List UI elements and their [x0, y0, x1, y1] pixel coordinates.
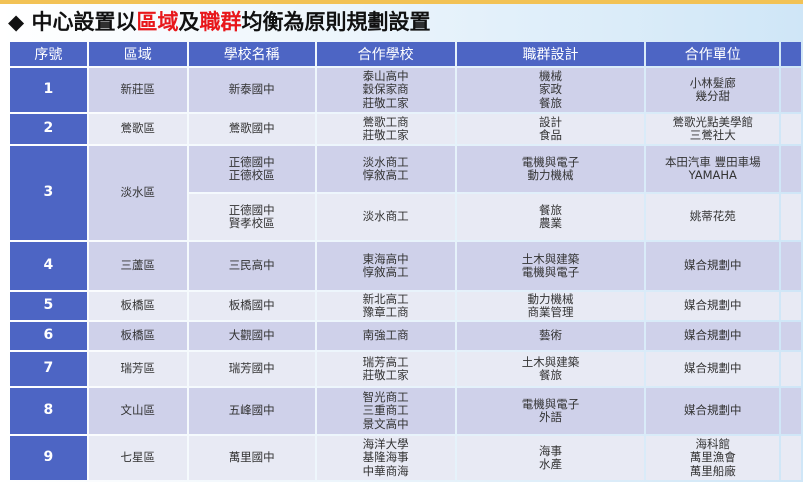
row-number: 2: [10, 114, 87, 144]
career-groups-cell: 設計 食品: [456, 114, 645, 144]
center-table: 序號 區域 學校名稱 合作學校 職群設計 合作單位 1 新莊區 新泰國中 泰山高中 穀…: [8, 40, 803, 482]
top-accent-line: [0, 0, 803, 4]
partner-units-cell: 媒合規劃中: [646, 388, 780, 434]
career-groups-cell: 餐旅 農業: [456, 194, 645, 240]
header-no: 序號: [10, 42, 87, 66]
career-groups-cell: 電機與電子 動力機械: [456, 146, 645, 192]
partner-units-cell: 海科館 萬里漁會 萬里船廠: [646, 436, 780, 480]
partner-units-cell: 鶯歌光點美學館 三鶯社大: [646, 114, 780, 144]
partner-schools-cell: 海洋大學 基隆海事 中華商海: [316, 436, 455, 480]
extra-cell: [781, 114, 801, 144]
row-number: 3: [10, 146, 87, 240]
area-cell: 板橋區: [88, 322, 187, 350]
career-groups-cell: 海事 水產: [456, 436, 645, 480]
table-row: 9 七星區 萬里國中 海洋大學 基隆海事 中華商海 海事 水產 海科館 萬里漁會 萬里船廠: [10, 436, 801, 480]
header-groups: 職群設計: [456, 42, 645, 66]
partner-schools-cell: 智光商工 三重商工 景文高中: [316, 388, 455, 434]
table-row: 1 新莊區 新泰國中 泰山高中 穀保家商 莊敬工家 機械 家政 餐旅 小林髮廊 幾分甜: [10, 68, 801, 112]
header-partners: 合作學校: [316, 42, 455, 66]
school-cell: 大觀國中: [188, 322, 315, 350]
school-cell: 正德國中 正德校區: [188, 146, 315, 192]
extra-cell: [781, 352, 801, 386]
area-cell: 板橋區: [88, 292, 187, 320]
title-highlight-group: 職群: [199, 10, 242, 34]
table-row: 8 文山區 五峰國中 智光商工 三重商工 景文高中 電機與電子 外語 媒合規劃中: [10, 388, 801, 434]
area-cell: 淡水區: [88, 146, 187, 240]
area-cell: 瑞芳區: [88, 352, 187, 386]
partner-units-cell: 媒合規劃中: [646, 242, 780, 290]
header-units: 合作單位: [646, 42, 780, 66]
partner-units-cell: 媒合規劃中: [646, 292, 780, 320]
table-row: 2 鶯歌區 鶯歌國中 鶯歌工商 莊敬工家 設計 食品 鶯歌光點美學館 三鶯社大: [10, 114, 801, 144]
table-row: 4 三蘆區 三民高中 東海高中 惇敘高工 土木與建築 電機與電子 媒合規劃中: [10, 242, 801, 290]
school-cell: 瑞芳國中: [188, 352, 315, 386]
school-cell: 三民高中: [188, 242, 315, 290]
title-highlight-area: 區域: [136, 10, 179, 34]
school-cell: 新泰國中: [188, 68, 315, 112]
school-cell: 正德國中 賢孝校區: [188, 194, 315, 240]
row-number: 7: [10, 352, 87, 386]
partner-schools-cell: 新北高工 豫章工商: [316, 292, 455, 320]
header-school: 學校名稱: [188, 42, 315, 66]
career-groups-cell: 電機與電子 外語: [456, 388, 645, 434]
school-cell: 鶯歌國中: [188, 114, 315, 144]
career-groups-cell: 機械 家政 餐旅: [456, 68, 645, 112]
partner-schools-cell: 淡水商工: [316, 194, 455, 240]
page-title: ◆ 中心設置以區域及職群均衡為原則規劃設置: [8, 6, 430, 36]
career-groups-cell: 土木與建築 餐旅: [456, 352, 645, 386]
header-row: 序號 區域 學校名稱 合作學校 職群設計 合作單位: [10, 42, 801, 66]
extra-cell: [781, 292, 801, 320]
extra-cell: [781, 388, 801, 434]
partner-schools-cell: 東海高中 惇敘高工: [316, 242, 455, 290]
extra-cell: [781, 68, 801, 112]
partner-units-cell: 本田汽車 豐田車場 YAMAHA: [646, 146, 780, 192]
row-number: 1: [10, 68, 87, 112]
partner-schools-cell: 泰山高中 穀保家商 莊敬工家: [316, 68, 455, 112]
area-cell: 三蘆區: [88, 242, 187, 290]
school-cell: 萬里國中: [188, 436, 315, 480]
partner-schools-cell: 淡水商工 惇敘高工: [316, 146, 455, 192]
school-cell: 板橋國中: [188, 292, 315, 320]
table-row: 6 板橋區 大觀國中 南強工商 藝術 媒合規劃中: [10, 322, 801, 350]
title-suffix: 均衡為原則規劃設置: [241, 10, 431, 34]
area-cell: 七星區: [88, 436, 187, 480]
area-cell: 新莊區: [88, 68, 187, 112]
partner-schools-cell: 瑞芳高工 莊敬工家: [316, 352, 455, 386]
partner-units-cell: 小林髮廊 幾分甜: [646, 68, 780, 112]
table-row: 5 板橋區 板橋國中 新北高工 豫章工商 動力機械 商業管理 媒合規劃中: [10, 292, 801, 320]
partner-units-cell: 媒合規劃中: [646, 352, 780, 386]
partner-schools-cell: 鶯歌工商 莊敬工家: [316, 114, 455, 144]
extra-cell: [781, 194, 801, 240]
career-groups-cell: 藝術: [456, 322, 645, 350]
table-row: 3 淡水區 正德國中 正德校區 淡水商工 惇敘高工 電機與電子 動力機械 本田汽車 豐田車…: [10, 146, 801, 240]
row-number: 5: [10, 292, 87, 320]
career-groups-cell: 動力機械 商業管理: [456, 292, 645, 320]
extra-cell: [781, 146, 801, 192]
partner-units-cell: 媒合規劃中: [646, 322, 780, 350]
extra-cell: [781, 242, 801, 290]
title-prefix: ◆ 中心設置以: [8, 10, 137, 34]
partner-schools-cell: 南強工商: [316, 322, 455, 350]
table-row: 正德國中 賢孝校區 淡水商工 餐旅 農業 姚蒂花苑: [10, 194, 801, 240]
extra-cell: [781, 322, 801, 350]
school-cell: 五峰國中: [188, 388, 315, 434]
title-mid: 及: [178, 10, 200, 34]
area-cell: 文山區: [88, 388, 187, 434]
row-number: 8: [10, 388, 87, 434]
row-number: 6: [10, 322, 87, 350]
header-extra: [781, 42, 801, 66]
career-groups-cell: 土木與建築 電機與電子: [456, 242, 645, 290]
row-number: 4: [10, 242, 87, 290]
area-cell: 鶯歌區: [88, 114, 187, 144]
partner-units-cell: 姚蒂花苑: [646, 194, 780, 240]
row-number: 9: [10, 436, 87, 480]
table-row: 7 瑞芳區 瑞芳國中 瑞芳高工 莊敬工家 土木與建築 餐旅 媒合規劃中: [10, 352, 801, 386]
extra-cell: [781, 436, 801, 480]
header-area: 區域: [88, 42, 187, 66]
